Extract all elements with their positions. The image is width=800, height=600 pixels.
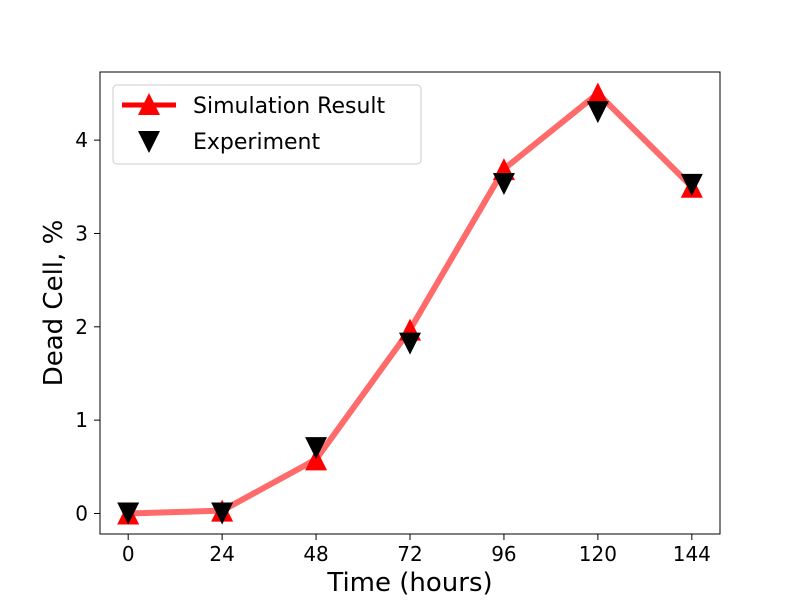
experiment-point [586, 101, 609, 124]
simulation-point [586, 82, 609, 105]
simulation-point [305, 448, 328, 471]
legend-box [112, 84, 422, 165]
y-tick-label: 4 [75, 128, 88, 152]
y-tick-label: 2 [75, 315, 88, 339]
y-tick-label: 1 [75, 408, 88, 432]
x-tick-label: 24 [209, 542, 234, 566]
legend-label-experiment: Experiment [193, 130, 320, 155]
legend-marker-simulation [138, 93, 160, 115]
experiment-point [399, 332, 421, 355]
plot-frame [99, 71, 721, 535]
legend-label-simulation: Simulation Result [193, 94, 386, 119]
x-tick-label: 0 [122, 542, 135, 566]
legend-marker-experiment [138, 131, 160, 153]
y-axis-label: Dead Cell, % [39, 220, 69, 387]
x-tick-label: 144 [673, 542, 711, 566]
y-tick-label: 3 [75, 221, 88, 245]
experiment-point [680, 173, 703, 196]
experiment-point [211, 502, 234, 525]
ticks-layer: 0 24 48 72 96 120 144 0 1 2 3 4 [75, 128, 711, 566]
x-tick-label: 120 [579, 542, 617, 566]
experiment-point [305, 437, 328, 460]
x-axis-label: Time (hours) [326, 568, 492, 598]
x-tick-label: 96 [491, 542, 516, 566]
experiment-point [117, 502, 140, 525]
series-layer [117, 82, 703, 525]
y-tick-label: 0 [75, 501, 88, 525]
legend: Simulation Result Experiment [112, 84, 422, 165]
x-tick-label: 48 [303, 542, 328, 566]
experiment-point [492, 173, 515, 195]
x-tick-label: 72 [397, 542, 422, 566]
